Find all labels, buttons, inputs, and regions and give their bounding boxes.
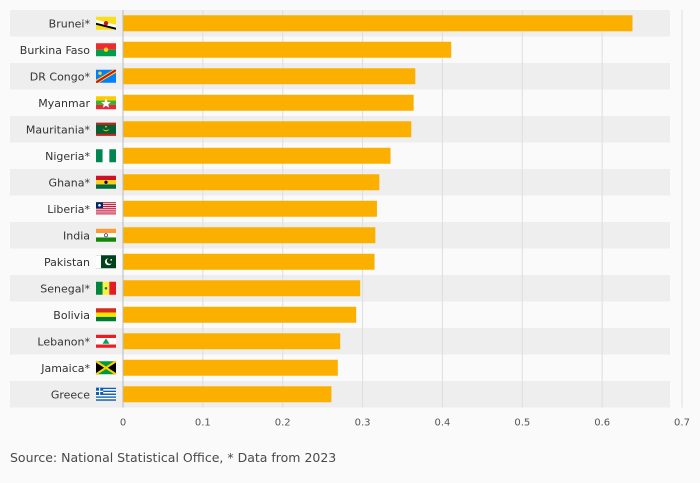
myanmar-flag-icon xyxy=(96,96,116,110)
category-label: Greece xyxy=(51,388,90,401)
category-label: Nigeria* xyxy=(45,150,90,163)
bar xyxy=(123,121,412,138)
liberia-flag-icon xyxy=(96,202,116,215)
jamaica-flag-icon xyxy=(95,360,117,376)
x-tick-label: 0.2 xyxy=(275,418,291,429)
x-tick-label: 0.1 xyxy=(195,418,211,429)
x-tick-label: 0.6 xyxy=(594,418,610,429)
bar xyxy=(123,253,375,270)
burkina-faso-flag-icon xyxy=(96,43,116,57)
bar xyxy=(123,306,357,323)
bolivia-flag-icon xyxy=(96,308,116,322)
category-label: Bolivia xyxy=(53,309,90,322)
x-tick-label: 0.7 xyxy=(674,418,690,429)
row-stripe xyxy=(10,381,670,408)
bar-chart: 0 0.1 0.2 0.3 0.4 0.5 0.6 0.7 Brunei* Burkina Fas… xyxy=(10,10,690,429)
bar xyxy=(123,41,452,58)
category-label: Senegal* xyxy=(40,282,90,295)
category-label: DR Congo* xyxy=(30,70,91,83)
category-label: Ghana* xyxy=(49,176,91,189)
category-label: Myanmar xyxy=(38,97,90,110)
category-label: Liberia* xyxy=(47,203,90,216)
india-flag-icon xyxy=(96,228,116,242)
senegal-flag-icon xyxy=(96,281,116,295)
category-label: Jamaica* xyxy=(40,362,90,375)
x-tick-label: 0.3 xyxy=(355,418,371,429)
category-label: Mauritania* xyxy=(26,123,91,136)
bar xyxy=(123,333,341,350)
bar xyxy=(123,200,377,217)
x-tick-label: 0.5 xyxy=(514,418,530,429)
category-label: Pakistan xyxy=(44,256,90,269)
bar xyxy=(123,386,332,403)
bar xyxy=(123,94,414,111)
bar xyxy=(123,359,338,376)
bar xyxy=(123,68,416,85)
pakistan-flag-icon xyxy=(96,255,116,269)
category-label: India xyxy=(63,229,90,242)
greece-flag-icon xyxy=(96,387,116,401)
bar xyxy=(123,147,391,164)
bar xyxy=(123,227,376,244)
x-tick-label: 0.4 xyxy=(434,418,450,429)
ghana-flag-icon xyxy=(96,175,116,189)
category-label: Lebanon* xyxy=(37,335,90,348)
bar xyxy=(123,174,380,191)
bar xyxy=(123,15,633,32)
x-tick-label: 0 xyxy=(120,418,126,429)
dr-congo-flag-icon xyxy=(96,69,116,83)
chart-svg: 0 0.1 0.2 0.3 0.4 0.5 0.6 0.7 Brunei* Burkina Fas… xyxy=(10,10,690,429)
lebanon-flag-icon xyxy=(96,334,116,348)
mauritania-flag-icon xyxy=(96,122,116,136)
brunei-flag-icon xyxy=(96,16,116,30)
nigeria-flag-icon xyxy=(96,149,116,163)
source-note: Source: National Statistical Office, * D… xyxy=(10,450,337,465)
category-label: Burkina Faso xyxy=(20,44,90,57)
bar xyxy=(123,280,361,297)
category-label: Brunei* xyxy=(49,17,91,30)
